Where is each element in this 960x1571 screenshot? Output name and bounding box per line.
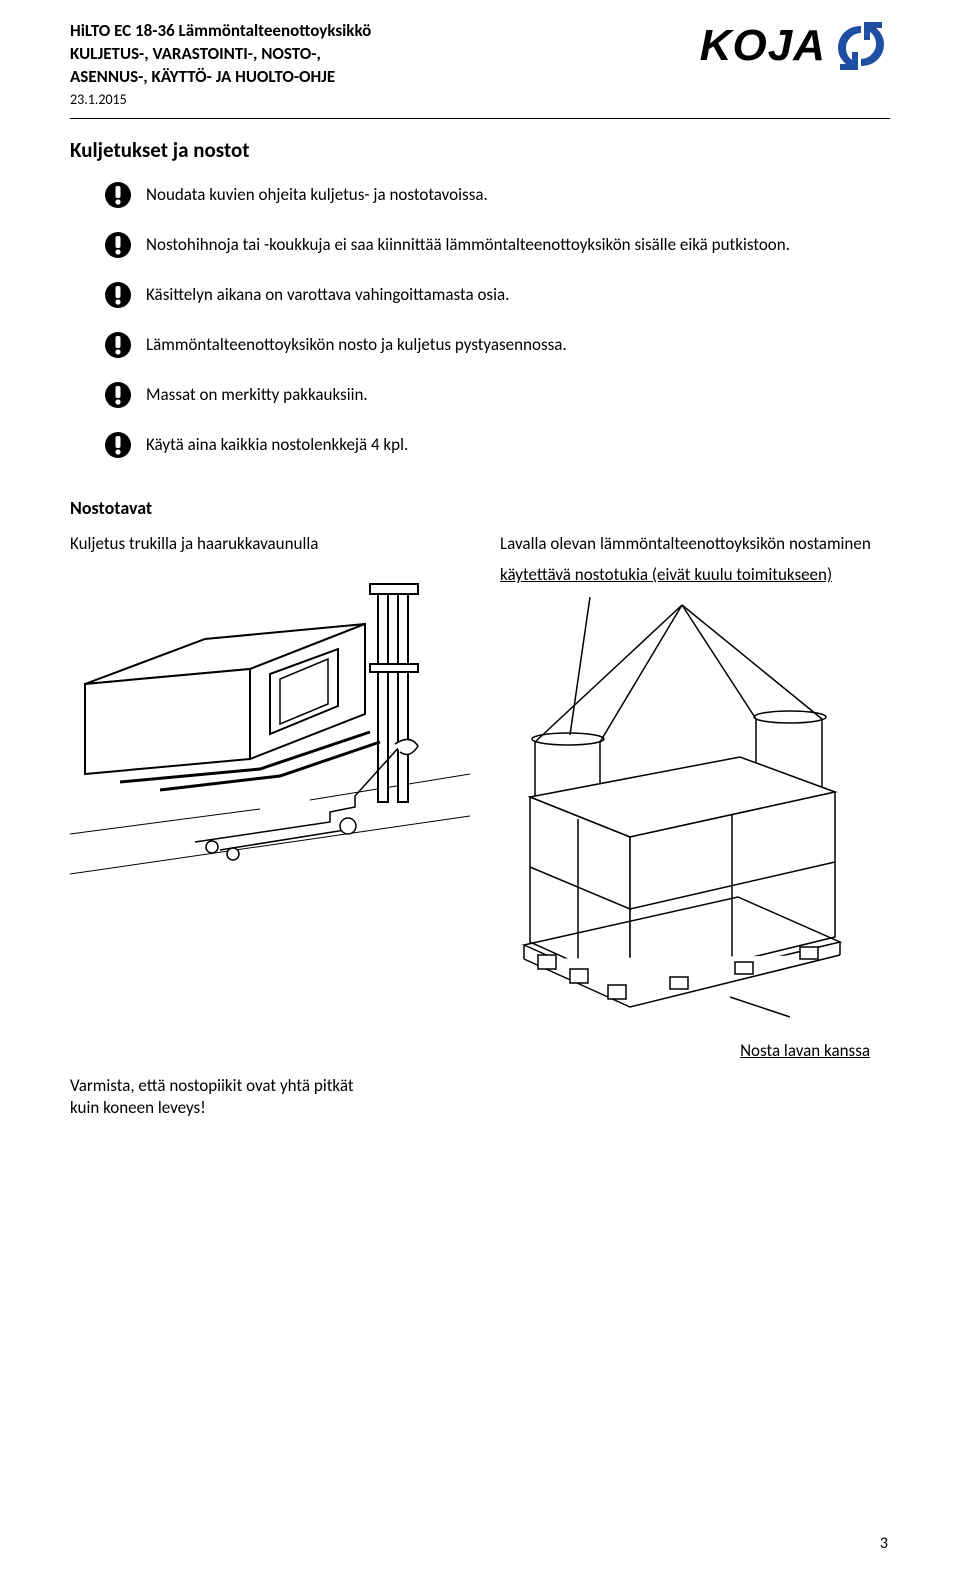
lifting-figure (500, 597, 890, 1032)
right-caption: Nosta lavan kanssa (500, 1040, 890, 1061)
left-column: Kuljetus trukilla ja haarukkavaunulla (70, 533, 470, 889)
brand-logo: KOJA (700, 20, 890, 72)
exclamation-icon (104, 431, 132, 459)
forklift-figure (70, 564, 470, 889)
warning-item: Massat on merkitty pakkauksiin. (104, 381, 890, 409)
right-subheading: käytettävä nostotukia (eivät kuulu toimi… (500, 564, 890, 585)
warning-item: Nostohihnoja tai -koukkuja ei saa kiinni… (104, 231, 890, 259)
header-line2: KULJETUS-, VARASTOINTI-, NOSTO-, (70, 43, 371, 66)
exclamation-icon (104, 231, 132, 259)
left-caption-line2: kuin koneen leveys! (70, 1097, 206, 1118)
refresh-arrows-icon (832, 20, 890, 72)
exclamation-icon (104, 181, 132, 209)
header-title-block: HiLTO EC 18-36 Lämmöntalteenottoyksikkö … (70, 20, 371, 110)
warning-text: Käytä aina kaikkia nostolenkkejä 4 kpl. (146, 431, 408, 455)
warning-item: Käsittelyn aikana on varottava vahingoit… (104, 281, 890, 309)
warning-item: Käytä aina kaikkia nostolenkkejä 4 kpl. (104, 431, 890, 459)
sub-section-title: Nostotavat (70, 497, 890, 519)
page-number: 3 (880, 1534, 888, 1553)
left-heading: Kuljetus trukilla ja haarukkavaunulla (70, 533, 470, 554)
left-caption: Varmista, että nostopiikit ovat yhtä pit… (70, 1075, 890, 1119)
figure-columns: Kuljetus trukilla ja haarukkavaunulla (70, 533, 890, 1061)
warning-item: Noudata kuvien ohjeita kuljetus- ja nost… (104, 181, 890, 209)
right-heading: Lavalla olevan lämmöntalteenottoyksikön … (500, 533, 890, 554)
warning-list: Noudata kuvien ohjeita kuljetus- ja nost… (104, 181, 890, 459)
section-title: Kuljetukset ja nostot (70, 137, 890, 163)
warning-text: Massat on merkitty pakkauksiin. (146, 381, 368, 405)
warning-text: Noudata kuvien ohjeita kuljetus- ja nost… (146, 181, 488, 205)
exclamation-icon (104, 331, 132, 359)
header-line3: ASENNUS-, KÄYTTÖ- JA HUOLTO-OHJE (70, 66, 371, 89)
exclamation-icon (104, 381, 132, 409)
header-date: 23.1.2015 (70, 91, 371, 110)
left-caption-line1: Varmista, että nostopiikit ovat yhtä pit… (70, 1075, 354, 1096)
warning-text: Nostohihnoja tai -koukkuja ei saa kiinni… (146, 231, 790, 255)
logo-text: KOJA (700, 21, 826, 71)
exclamation-icon (104, 281, 132, 309)
right-column: Lavalla olevan lämmöntalteenottoyksikön … (500, 533, 890, 1061)
page-header: HiLTO EC 18-36 Lämmöntalteenottoyksikkö … (70, 20, 890, 119)
header-line1: HiLTO EC 18-36 Lämmöntalteenottoyksikkö (70, 20, 371, 43)
warning-text: Lämmöntalteenottoyksikön nosto ja kuljet… (146, 331, 567, 355)
warning-text: Käsittelyn aikana on varottava vahingoit… (146, 281, 509, 305)
warning-item: Lämmöntalteenottoyksikön nosto ja kuljet… (104, 331, 890, 359)
